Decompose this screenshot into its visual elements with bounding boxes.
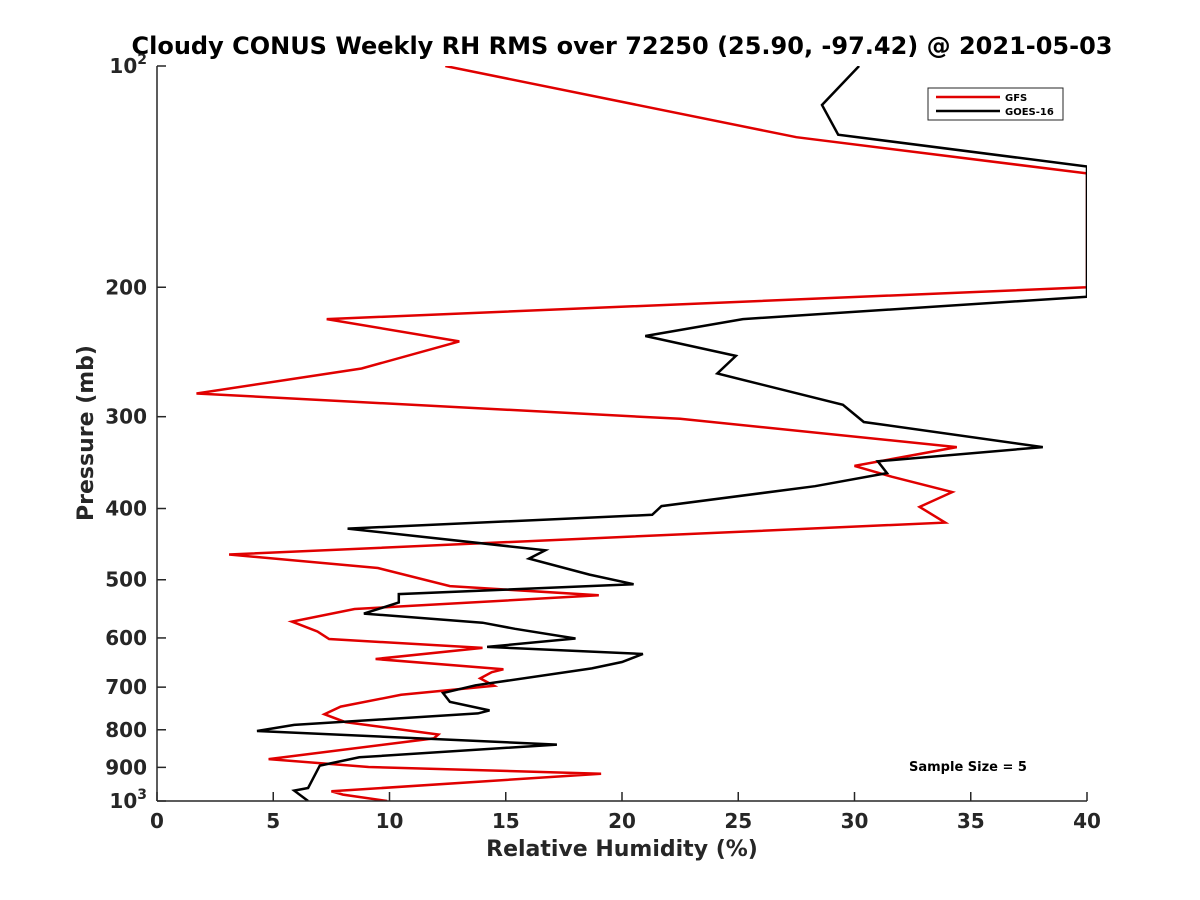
y-axis-label: Pressure (mb)	[74, 345, 99, 521]
legend-label-gfs: GFS	[1005, 93, 1027, 104]
chart-title: Cloudy CONUS Weekly RH RMS over 72250 (2…	[132, 32, 1113, 60]
series-line-goes16	[256, 66, 1087, 801]
x-tick-label: 15	[492, 809, 520, 833]
x-tick-label: 20	[608, 809, 636, 833]
sample-size-annotation: Sample Size = 5	[909, 760, 1027, 775]
y-tick-label: 400	[105, 497, 147, 521]
x-tick-label: 5	[266, 809, 280, 833]
y-axis-ticks: 102 200 300 400 500 600 700 800 900 103	[105, 52, 166, 813]
y-tick-label: 700	[105, 675, 147, 699]
series-layer	[196, 66, 1087, 801]
x-tick-label: 30	[841, 809, 869, 833]
x-axis-ticks: 0 5 10 15 20 25 30 35 40	[150, 792, 1101, 833]
x-tick-label: 10	[376, 809, 404, 833]
y-tick-label: 900	[105, 755, 147, 779]
y-tick-label: 600	[105, 626, 147, 650]
x-axis-label: Relative Humidity (%)	[486, 837, 758, 862]
x-tick-label: 0	[150, 809, 164, 833]
x-tick-label: 40	[1073, 809, 1101, 833]
y-tick-label: 102	[109, 52, 147, 78]
x-tick-label: 25	[724, 809, 752, 833]
y-tick-label: 103	[109, 787, 147, 813]
x-tick-label: 35	[957, 809, 985, 833]
legend-label-goes16: GOES-16	[1005, 107, 1054, 118]
series-line-gfs	[196, 66, 1087, 801]
y-tick-label: 500	[105, 568, 147, 592]
y-tick-label: 800	[105, 718, 147, 742]
y-tick-label: 200	[105, 275, 147, 299]
legend-box	[927, 87, 1064, 121]
legend: GFS GOES-16	[927, 87, 1064, 121]
y-tick-label: 300	[105, 405, 147, 429]
